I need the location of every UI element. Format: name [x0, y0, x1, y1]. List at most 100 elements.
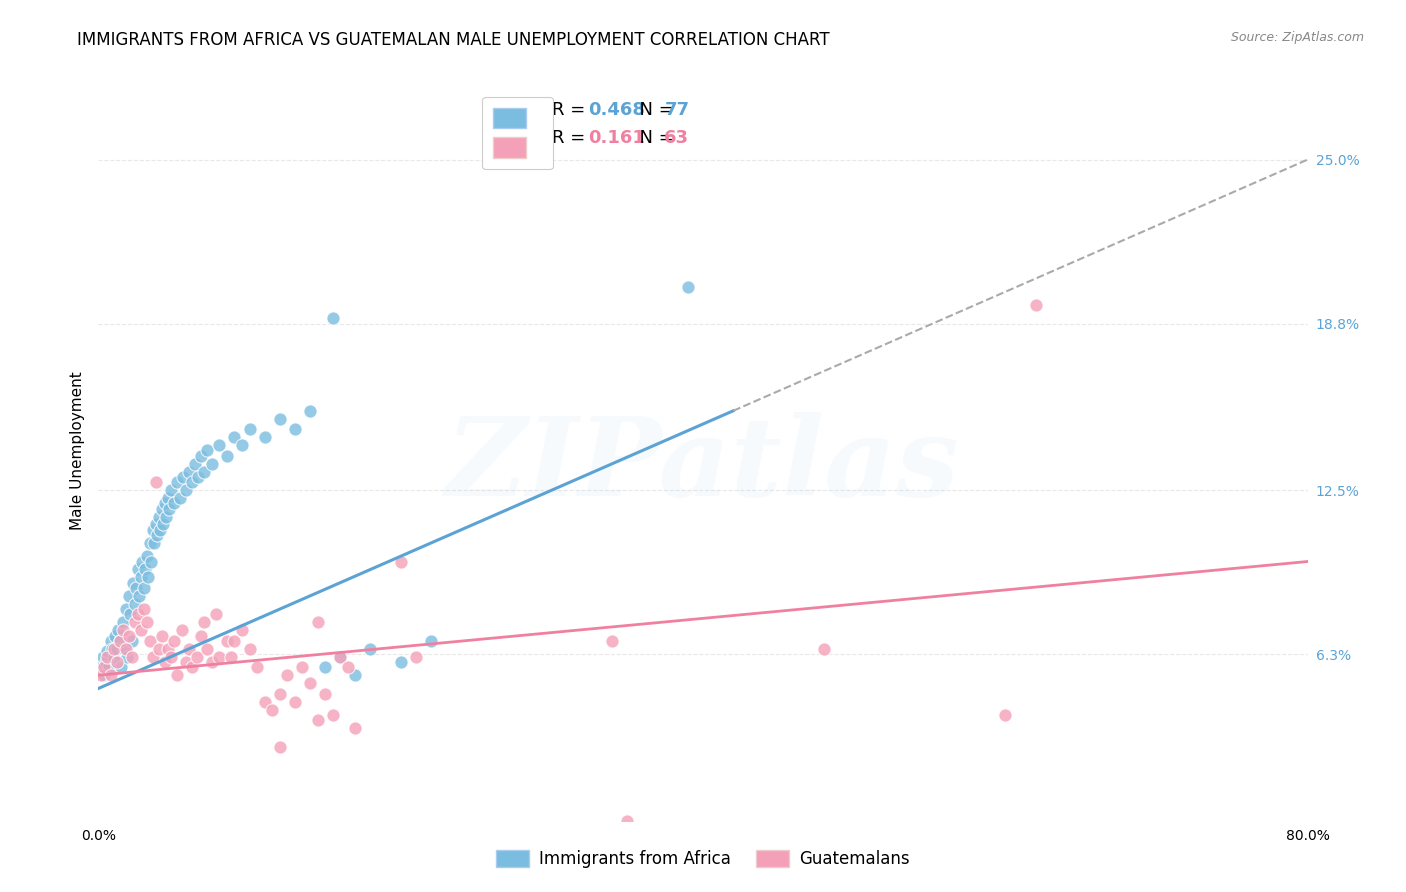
Point [100, 633, 122, 648]
Point [141, 555, 163, 569]
Point [208, 649, 231, 664]
Point [110, 660, 132, 674]
Point [181, 475, 204, 490]
Point [344, 721, 367, 735]
Point [156, 491, 179, 505]
Point [148, 641, 170, 656]
Point [169, 491, 191, 505]
Text: N =: N = [628, 101, 679, 119]
Point [170, 624, 193, 638]
Point [108, 633, 131, 648]
Point [201, 655, 224, 669]
Point [142, 649, 165, 664]
Point [163, 496, 186, 510]
Point [93, 668, 115, 682]
Point [269, 687, 291, 701]
Point [96, 649, 118, 664]
Point [262, 703, 284, 717]
Point [314, 660, 336, 674]
Point [195, 443, 218, 458]
Point [152, 517, 174, 532]
Point [190, 449, 212, 463]
Point [150, 628, 173, 642]
Point [284, 695, 307, 709]
Point [146, 528, 169, 542]
Text: 63: 63 [664, 129, 689, 147]
Point [111, 615, 134, 630]
Point [120, 607, 142, 622]
Point [253, 695, 276, 709]
Point [389, 655, 412, 669]
Point [153, 496, 176, 510]
Point [314, 687, 336, 701]
Point [190, 628, 212, 642]
Point [187, 470, 209, 484]
Point [101, 641, 124, 656]
Point [195, 641, 218, 656]
Point [276, 668, 298, 682]
Point [135, 615, 157, 630]
Y-axis label: Male Unemployment: Male Unemployment [69, 371, 84, 530]
Point [156, 641, 179, 656]
Point [128, 589, 150, 603]
Text: 0.468: 0.468 [588, 101, 645, 119]
Point [307, 713, 329, 727]
Point [127, 562, 149, 576]
Point [125, 581, 148, 595]
Point [105, 655, 128, 669]
Point [134, 562, 156, 576]
Point [291, 660, 314, 674]
Point [813, 641, 835, 656]
Point [111, 624, 134, 638]
Point [108, 633, 131, 648]
Point [344, 668, 367, 682]
Point [121, 633, 143, 648]
Point [299, 676, 322, 690]
Point [201, 457, 224, 471]
Point [163, 633, 186, 648]
Point [129, 624, 152, 638]
Point [98, 660, 121, 674]
Point [155, 509, 177, 524]
Point [104, 628, 127, 642]
Legend: Immigrants from Africa, Guatemalans: Immigrants from Africa, Guatemalans [489, 843, 917, 875]
Point [193, 615, 215, 630]
Point [186, 649, 208, 664]
Point [253, 430, 276, 444]
Point [131, 555, 153, 569]
Point [616, 814, 638, 828]
Point [329, 649, 352, 664]
Point [112, 641, 135, 656]
Point [124, 597, 146, 611]
Point [1024, 298, 1046, 312]
Point [221, 649, 243, 664]
Point [145, 475, 167, 490]
Point [336, 660, 359, 674]
Text: Source: ZipAtlas.com: Source: ZipAtlas.com [1230, 31, 1364, 45]
Point [145, 517, 167, 532]
Point [231, 624, 253, 638]
Point [239, 641, 262, 656]
Point [135, 549, 157, 564]
Point [93, 660, 115, 674]
Point [307, 615, 329, 630]
Text: IMMIGRANTS FROM AFRICA VS GUATEMALAN MALE UNEMPLOYMENT CORRELATION CHART: IMMIGRANTS FROM AFRICA VS GUATEMALAN MAL… [77, 31, 830, 49]
Point [114, 602, 136, 616]
Point [159, 501, 181, 516]
Point [121, 649, 143, 664]
Point [96, 644, 118, 658]
Point [184, 457, 207, 471]
Point [105, 641, 128, 656]
Point [239, 422, 262, 436]
Point [284, 422, 307, 436]
Point [360, 641, 382, 656]
Point [174, 483, 197, 497]
Point [166, 475, 188, 490]
Point [132, 602, 155, 616]
Point [91, 649, 114, 664]
Point [100, 668, 122, 682]
Point [676, 279, 699, 293]
Point [205, 607, 228, 622]
Point [602, 633, 624, 648]
Point [322, 311, 344, 326]
